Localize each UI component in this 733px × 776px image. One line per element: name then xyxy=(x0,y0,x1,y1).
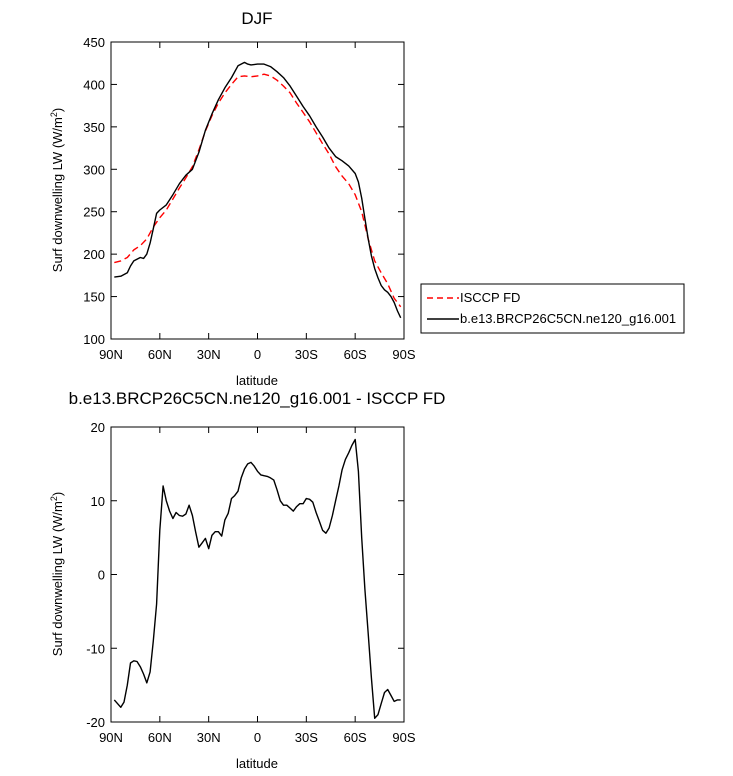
bottom-chart-title: b.e13.BRCP26C5CN.ne120_g16.001 - ISCCP F… xyxy=(69,389,446,408)
y-tick-label: 100 xyxy=(83,332,105,347)
x-tick-label: 60S xyxy=(344,730,367,745)
x-tick-label: 90S xyxy=(392,347,415,362)
bottom-series-line-0 xyxy=(113,438,401,719)
top-chart: DJF 90N 60N 30N 0 30S 60S 90S 100 150 200 250 300 3… xyxy=(49,9,416,388)
x-tick-label: 0 xyxy=(254,730,261,745)
top-chart-y-axis: 100 150 200 250 300 350 400 450 xyxy=(83,35,404,347)
x-tick-label: 90N xyxy=(99,347,123,362)
y-tick-label: 10 xyxy=(91,494,105,509)
legend-label-model: b.e13.BRCP26C5CN.ne120_g16.001 xyxy=(460,311,676,326)
y-tick-label: -10 xyxy=(86,641,105,656)
y-tick-label: 300 xyxy=(83,162,105,177)
legend-box xyxy=(420,283,685,334)
x-tick-label: 90N xyxy=(99,730,123,745)
y-tick-label: 200 xyxy=(83,247,105,262)
y-tick-label: 350 xyxy=(83,120,105,135)
x-tick-label: 60S xyxy=(344,347,367,362)
legend-label-isccp: ISCCP FD xyxy=(460,290,520,305)
y-tick-label: 20 xyxy=(91,420,105,435)
bottom-chart-y-axis-label: Surf downwelling LW (W/m2) xyxy=(49,492,65,656)
x-tick-label: 30S xyxy=(295,730,318,745)
y-tick-label: 250 xyxy=(83,205,105,220)
bottom-chart-x-axis: 90N 60N 30N 0 30S 60S 90S xyxy=(99,427,416,745)
top-chart-x-axis-label: latitude xyxy=(236,373,278,388)
legend: ISCCP FD b.e13.BRCP26C5CN.ne120_g16.001 xyxy=(420,283,685,334)
x-tick-label: 0 xyxy=(254,347,261,362)
top-chart-x-axis: 90N 60N 30N 0 30S 60S 90S xyxy=(99,42,416,362)
bottom-chart-series xyxy=(113,438,401,719)
top-series-line-1 xyxy=(114,61,402,319)
x-tick-label: 30N xyxy=(197,730,221,745)
top-chart-title: DJF xyxy=(241,9,272,28)
x-tick-label: 60N xyxy=(148,730,172,745)
y-tick-label: -20 xyxy=(86,715,105,730)
x-tick-label: 90S xyxy=(392,730,415,745)
y-tick-label: 150 xyxy=(83,290,105,305)
x-tick-label: 30N xyxy=(197,347,221,362)
y-tick-label: 400 xyxy=(83,77,105,92)
y-tick-label: 450 xyxy=(83,35,105,50)
x-tick-label: 30S xyxy=(295,347,318,362)
top-series-line-0 xyxy=(114,73,402,308)
top-chart-series xyxy=(114,61,402,319)
x-tick-label: 60N xyxy=(148,347,172,362)
top-chart-y-axis-label: Surf downwelling LW (W/m2) xyxy=(49,108,65,272)
y-tick-label: 0 xyxy=(98,568,105,583)
bottom-chart-x-axis-label: latitude xyxy=(236,756,278,771)
bottom-chart: b.e13.BRCP26C5CN.ne120_g16.001 - ISCCP F… xyxy=(49,389,445,771)
bottom-chart-y-axis: -20 -10 0 10 20 xyxy=(86,420,404,730)
